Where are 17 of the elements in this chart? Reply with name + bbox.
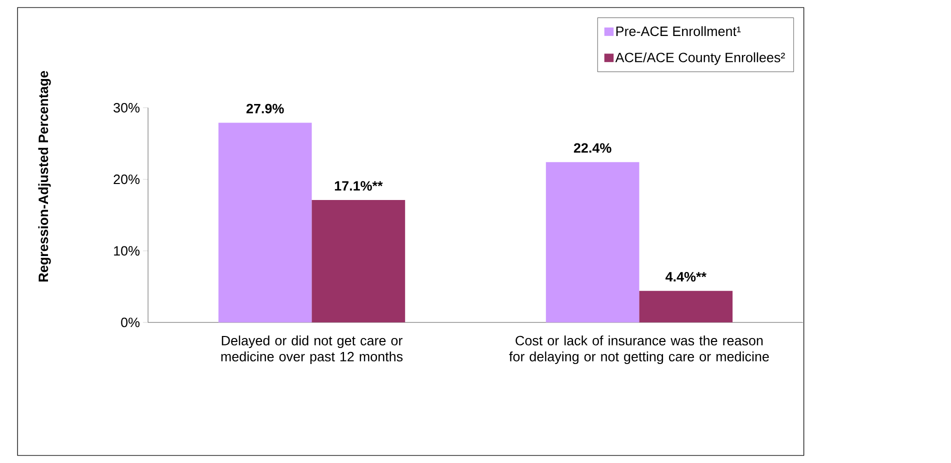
legend-label: ACE/ACE County Enrollees² xyxy=(615,52,785,65)
y-tick-label: 10% xyxy=(114,246,140,256)
bar xyxy=(546,162,640,322)
y-axis-title: Regression-Adjusted Percentage xyxy=(38,71,51,282)
bar xyxy=(639,290,733,322)
legend-label: Pre-ACE Enrollment¹ xyxy=(616,26,741,36)
bar xyxy=(218,122,312,322)
data-label: 17.1%** xyxy=(334,181,383,191)
data-label: 27.9% xyxy=(246,104,284,114)
y-tick-label: 30% xyxy=(114,102,140,113)
bar xyxy=(312,200,406,322)
x-tick-label: Delayed or did not get care or medicine over past 12 months xyxy=(221,335,403,364)
y-tick-label: 20% xyxy=(114,174,140,184)
data-label: 22.4% xyxy=(574,143,612,153)
data-label: 4.4%** xyxy=(666,272,706,282)
y-tick-label: 0% xyxy=(121,318,140,328)
x-tick-label: Cost or lack of insurance was the reason for delaying or not getting care or medicine xyxy=(509,335,769,364)
